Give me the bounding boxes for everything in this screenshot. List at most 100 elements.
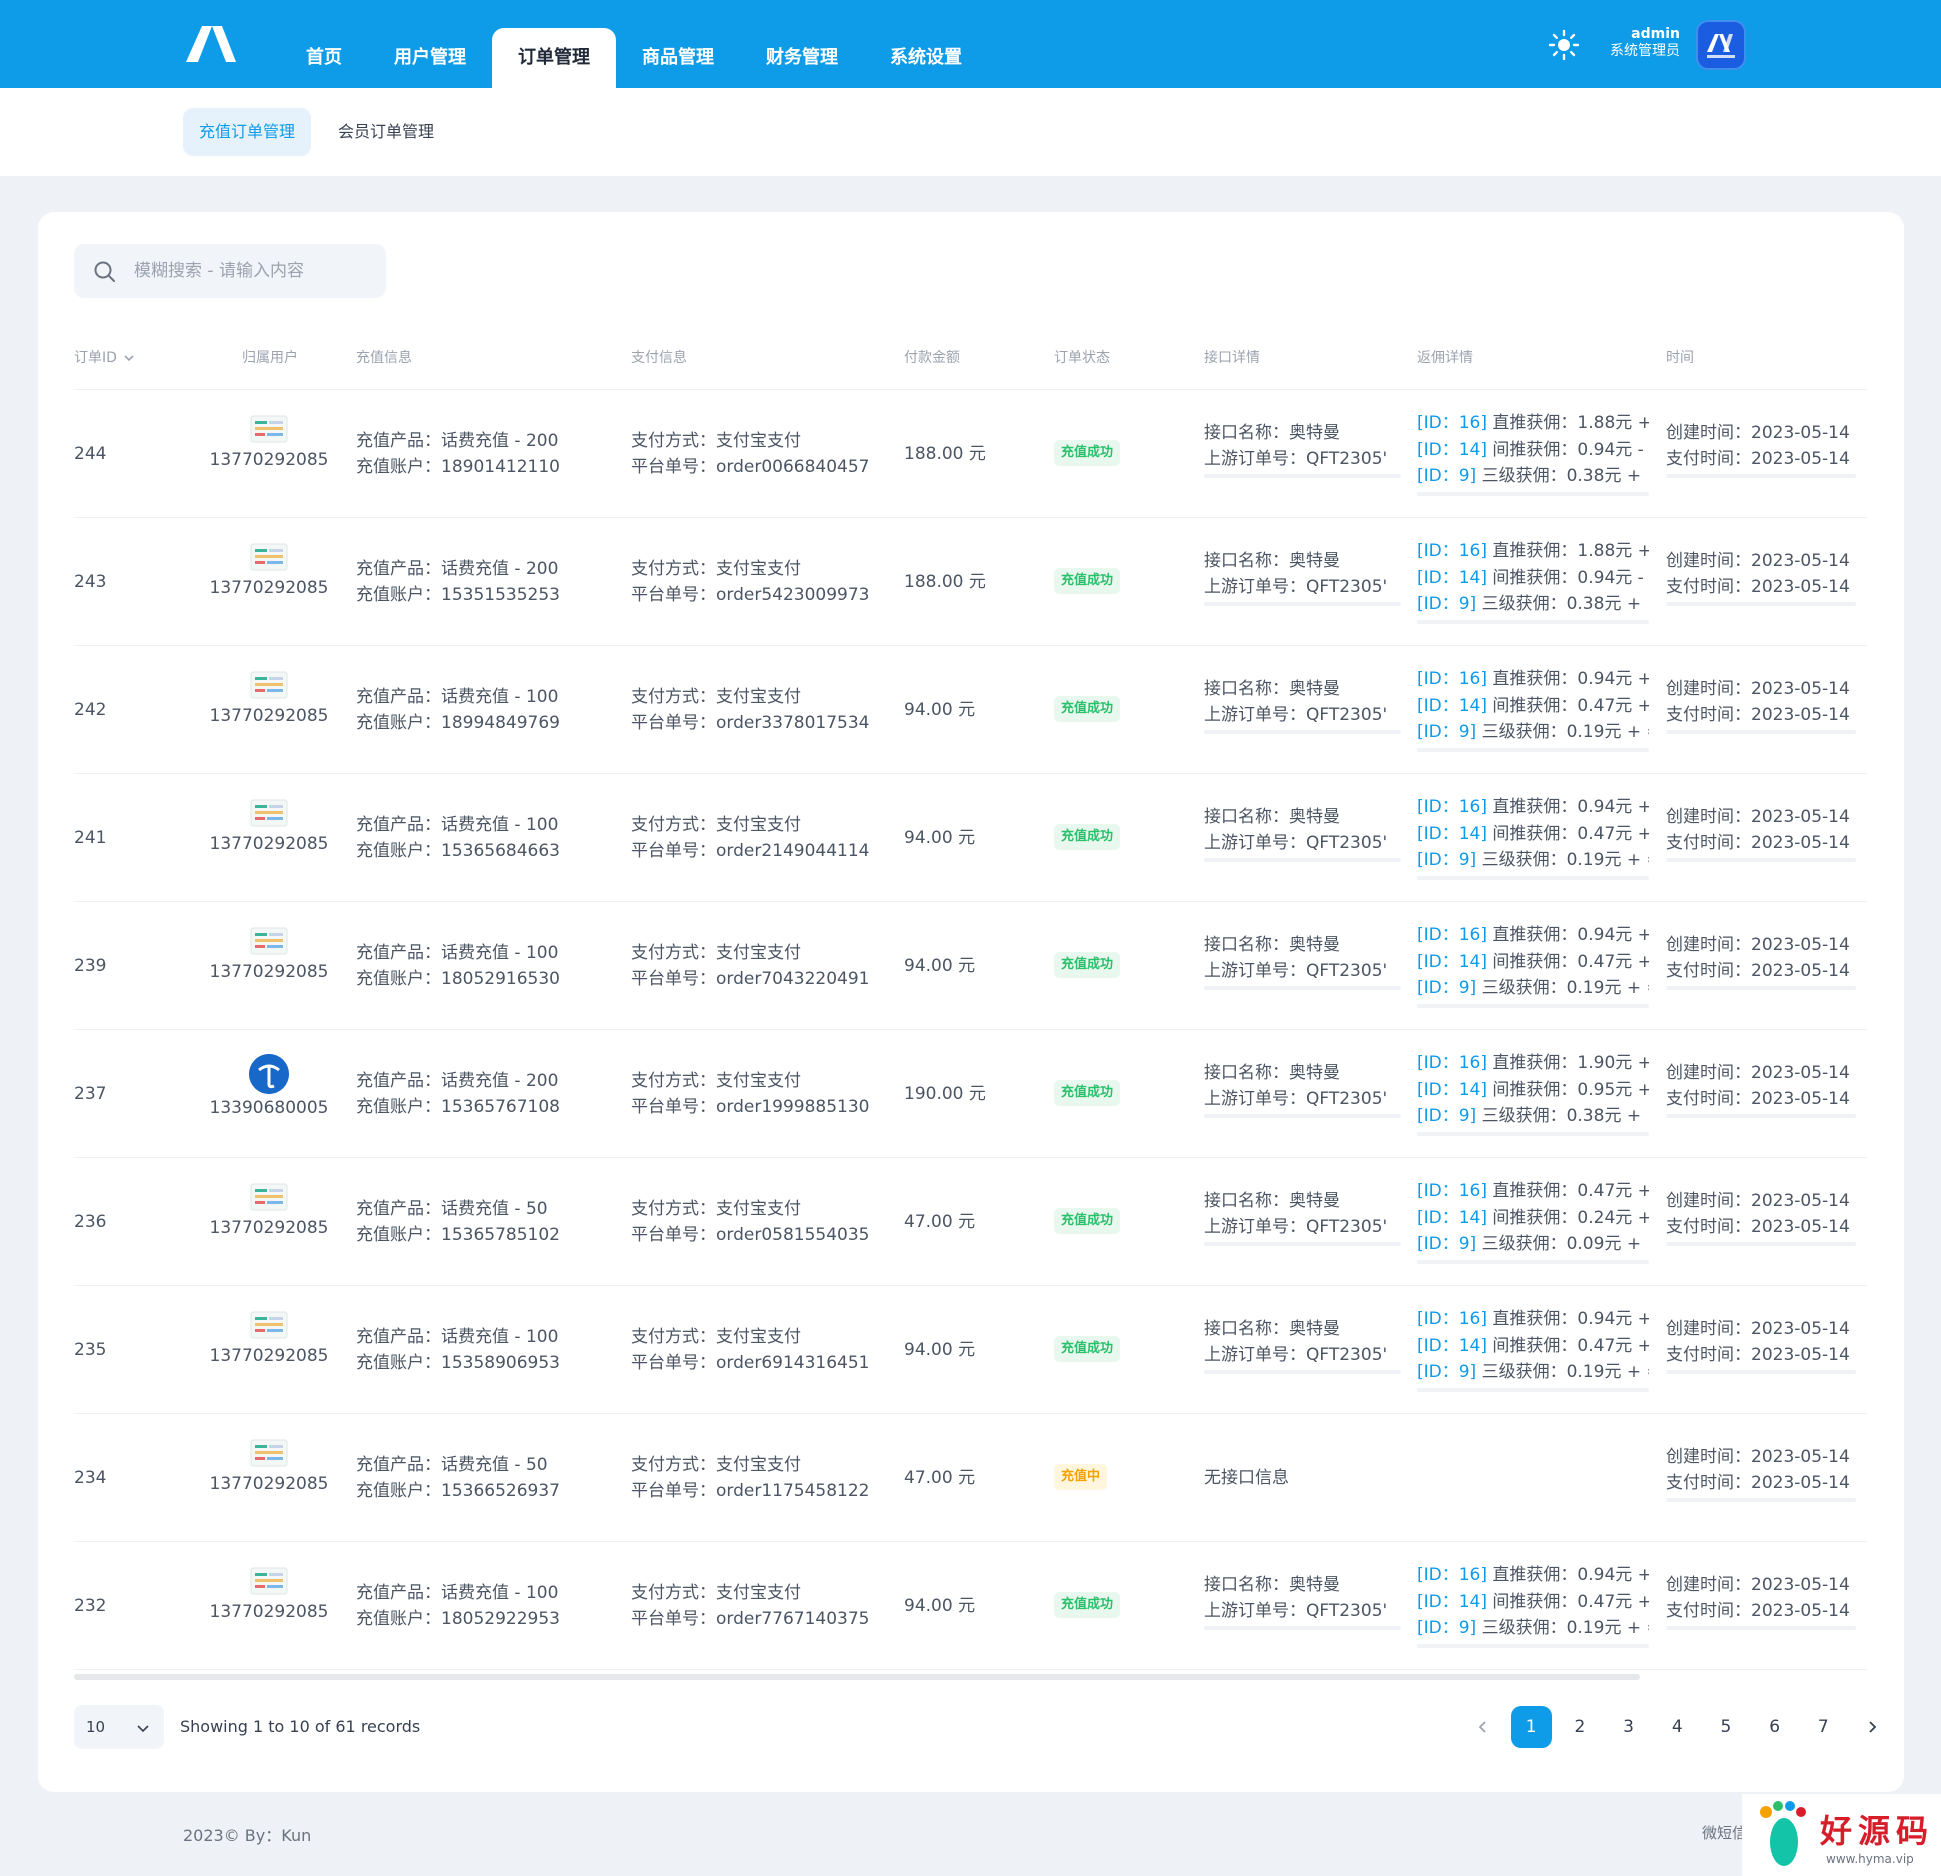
rebate-line: [ID：16] 直推获佣：0.94元 + (1417, 1306, 1649, 1333)
prev-page-button[interactable] (1462, 1706, 1503, 1748)
table-row[interactable]: 241 13770292085 充值产品：话费充值 - 100 充值账户：153656… (74, 774, 1867, 902)
table-row[interactable]: 236 13770292085 充值产品：话费充值 - 50 充值账户：1536578… (74, 1158, 1867, 1286)
status-cell: 充值成功 (1054, 696, 1121, 722)
rebate-user-id[interactable]: [ID：9] (1417, 1362, 1477, 1382)
payment-method: 支付方式：支付宝支付 (631, 943, 801, 963)
paid-time: 支付时间：2023-05-14 (1666, 577, 1850, 597)
page-button[interactable]: 2 (1574, 1717, 1586, 1737)
tab-recharge-orders[interactable]: 充值订单管理 (183, 108, 312, 156)
sun-icon[interactable] (1547, 28, 1581, 62)
user-cell[interactable]: 13770292085 (194, 670, 344, 726)
tab-member-orders[interactable]: 会员订单管理 (338, 122, 435, 141)
page-button[interactable]: 1 (1510, 1706, 1552, 1748)
table-row[interactable]: 242 13770292085 充值产品：话费充值 - 100 充值账户：189948… (74, 646, 1867, 774)
search-input[interactable] (134, 244, 374, 298)
api-name: 接口名称：奥特曼 (1204, 1191, 1340, 1211)
user-cell[interactable]: 13770292085 (194, 542, 344, 598)
user-cell[interactable]: 13770292085 (194, 414, 344, 470)
user-info[interactable]: admin 系统管理员 (1580, 26, 1680, 60)
scroll-indicator (1666, 730, 1856, 734)
nav-item[interactable]: 商品管理 (642, 47, 714, 68)
page-button[interactable]: 4 (1671, 1717, 1683, 1737)
rebate-user-id[interactable]: [ID：14] (1417, 1591, 1488, 1612)
rebate-user-id[interactable]: [ID：16] (1417, 1565, 1488, 1585)
rebate-user-id[interactable]: [ID：9] (1417, 1106, 1477, 1126)
recharge-account: 充值账户：18901412110 (356, 457, 560, 477)
rebate-user-id[interactable]: [ID：14] (1417, 1335, 1488, 1356)
user-cell[interactable]: 13770292085 (194, 926, 344, 982)
rebate-user-id[interactable]: [ID：16] (1417, 1309, 1488, 1329)
rebate-line: [ID：16] 直推获佣：0.94元 + (1417, 1562, 1649, 1589)
table-row[interactable]: 239 13770292085 充值产品：话费充值 - 100 充值账户：180529… (74, 902, 1867, 1030)
rebate-user-id[interactable]: [ID：9] (1417, 1618, 1477, 1638)
page-button[interactable]: 3 (1623, 1717, 1634, 1737)
rebate-text: 间推获佣：0.47元 + (1487, 1591, 1649, 1612)
search-box[interactable] (74, 244, 386, 298)
next-page-button[interactable] (1852, 1706, 1893, 1748)
main-nav: 首页 用户管理 订单管理 商品管理 财务管理 系统设置 (280, 28, 988, 88)
rebate-user-id[interactable]: [ID：14] (1417, 1079, 1488, 1100)
rebate-line: [ID：16] 直推获佣：0.94元 + (1417, 794, 1649, 821)
rebate-user-id[interactable]: [ID：9] (1417, 594, 1477, 614)
rebate-user-id[interactable]: [ID：14] (1417, 823, 1488, 844)
paid-time: 支付时间：2023-05-14 (1666, 1217, 1850, 1237)
rebate-user-id[interactable]: [ID：9] (1417, 978, 1477, 998)
table-row[interactable]: 237 13390680005 充值产品：话费充值 - 200 充值账户：153657… (74, 1030, 1867, 1158)
avatar[interactable] (1696, 20, 1746, 70)
rebate-user-id[interactable]: [ID：16] (1417, 669, 1488, 689)
scroll-indicator (1666, 474, 1856, 478)
table-row[interactable]: 234 13770292085 充值产品：话费充值 - 50 充值账户：1536652… (74, 1414, 1867, 1542)
chevron-down-icon (137, 1725, 149, 1733)
rebate-details: [ID：16] 直推获佣：0.94元 + [ID：14] 间推获佣：0.47元 +… (1417, 1306, 1649, 1392)
paid-time: 支付时间：2023-05-14 (1666, 1601, 1850, 1621)
nav-item[interactable]: 系统设置 (890, 47, 962, 68)
scroll-indicator (1204, 1114, 1401, 1118)
rebate-text: 三级获佣：0.19元 + = (1476, 1618, 1649, 1638)
user-cell[interactable]: 13770292085 (194, 798, 344, 854)
page-button[interactable]: 6 (1769, 1717, 1781, 1737)
rebate-user-id[interactable]: [ID：9] (1417, 466, 1477, 486)
column-header-order-id[interactable]: 订单ID (74, 340, 135, 376)
user-cell[interactable]: 13770292085 (194, 1438, 344, 1494)
watermark-text: 好源码 (1820, 1812, 1935, 1850)
upstream-order-no: 上游订单号：QFT2305' (1204, 1089, 1388, 1109)
rebate-user-id[interactable]: [ID：16] (1417, 797, 1488, 817)
user-cell[interactable]: 13770292085 (194, 1310, 344, 1366)
api-details: 接口名称：奥特曼 上游订单号：QFT2305' (1204, 1316, 1401, 1374)
table-row[interactable]: 235 13770292085 充值产品：话费充值 - 100 充值账户：153589… (74, 1286, 1867, 1414)
table-row[interactable]: 244 13770292085 充值产品：话费充值 - 200 充值账户：189014… (74, 390, 1867, 518)
app-logo[interactable] (182, 22, 238, 64)
rebate-user-id[interactable]: [ID：16] (1417, 541, 1488, 561)
nav-item[interactable]: 首页 (306, 47, 342, 68)
rebate-user-id[interactable]: [ID：16] (1417, 1053, 1488, 1073)
per-page-select[interactable]: 10 (74, 1705, 164, 1749)
user-cell[interactable]: 13770292085 (194, 1182, 344, 1238)
nav-item[interactable]: 财务管理 (766, 47, 838, 68)
user-cell[interactable]: 13390680005 (194, 1054, 344, 1118)
rebate-user-id[interactable]: [ID：9] (1417, 722, 1477, 742)
rebate-user-id[interactable]: [ID：9] (1417, 850, 1477, 870)
nav-item[interactable]: 订单管理 (492, 28, 616, 88)
recharge-account: 充值账户：15351535253 (356, 585, 560, 605)
column-header-recharge: 充值信息 (356, 350, 412, 366)
table-row[interactable]: 243 13770292085 充值产品：话费充值 - 200 充值账户：153515… (74, 518, 1867, 646)
payment-method: 支付方式：支付宝支付 (631, 687, 801, 707)
horizontal-scrollbar[interactable] (74, 1674, 1640, 1680)
rebate-user-id[interactable]: [ID：14] (1417, 695, 1488, 716)
user-phone: 13770292085 (209, 962, 329, 982)
rebate-user-id[interactable]: [ID：14] (1417, 567, 1488, 588)
rebate-user-id[interactable]: [ID：16] (1417, 1181, 1488, 1201)
rebate-user-id[interactable]: [ID：14] (1417, 1207, 1488, 1228)
rebate-details: [ID：16] 直推获佣：0.47元 + [ID：14] 间推获佣：0.24元 +… (1417, 1178, 1649, 1264)
rebate-user-id[interactable]: [ID：16] (1417, 413, 1488, 433)
rebate-user-id[interactable]: [ID：9] (1417, 1234, 1477, 1254)
table-row[interactable]: 232 13770292085 充值产品：话费充值 - 100 充值账户：180529… (74, 1542, 1867, 1670)
page-button[interactable]: 7 (1817, 1717, 1829, 1737)
nav-item[interactable]: 用户管理 (394, 47, 466, 68)
rebate-user-id[interactable]: [ID：14] (1417, 439, 1488, 460)
user-cell[interactable]: 13770292085 (194, 1566, 344, 1622)
rebate-user-id[interactable]: [ID：14] (1417, 951, 1488, 972)
watermark-url: www.hyma.vip (1826, 1852, 1914, 1866)
page-button[interactable]: 5 (1720, 1717, 1732, 1737)
rebate-user-id[interactable]: [ID：16] (1417, 925, 1488, 945)
